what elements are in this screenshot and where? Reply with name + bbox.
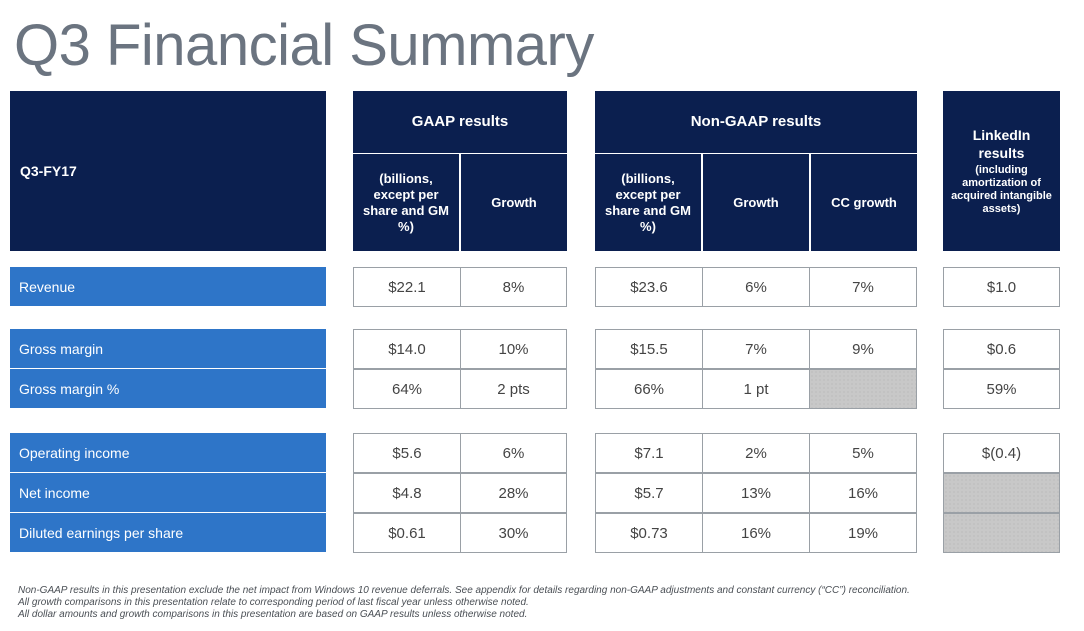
period-label: Q3-FY17 <box>20 163 77 179</box>
row-label: Operating income <box>10 433 326 472</box>
table-cell-ng-growth: 13% <box>702 473 810 513</box>
row-label: Diluted earnings per share <box>10 513 326 552</box>
table-cell-gaap-growth: 28% <box>460 473 567 513</box>
period-header: Q3-FY17 <box>10 91 326 251</box>
table-cell-linkedin: $0.6 <box>943 329 1060 369</box>
table-cell-gaap-growth: 2 pts <box>460 369 567 409</box>
row-label: Gross margin <box>10 329 326 368</box>
gaap-growth-subheader: Growth <box>461 154 567 251</box>
table-cell-linkedin: 59% <box>943 369 1060 409</box>
table-cell-ng-growth: 6% <box>702 267 810 307</box>
table-cell-gaap-growth: 30% <box>460 513 567 553</box>
linkedin-header: LinkedIn results (including amortization… <box>943 91 1060 251</box>
table-cell-gaap: 64% <box>353 369 461 409</box>
table-cell-ng-growth: 7% <box>702 329 810 369</box>
nongaap-cc-subheader: CC growth <box>811 154 917 251</box>
footnote: Non-GAAP results in this presentation ex… <box>18 585 910 596</box>
table-cell-ng-cc <box>809 369 917 409</box>
row-label: Gross margin % <box>10 369 326 408</box>
table-cell-ng: $0.73 <box>595 513 703 553</box>
nongaap-growth-subheader: Growth <box>703 154 809 251</box>
row-label: Revenue <box>10 267 326 306</box>
page-title: Q3 Financial Summary <box>14 13 594 78</box>
table-cell-gaap: $0.61 <box>353 513 461 553</box>
table-cell-linkedin: $1.0 <box>943 267 1060 307</box>
table-cell-gaap: $22.1 <box>353 267 461 307</box>
table-cell-ng-cc: 5% <box>809 433 917 473</box>
footnote: All growth comparisons in this presentat… <box>18 597 529 608</box>
table-cell-ng: $7.1 <box>595 433 703 473</box>
table-cell-ng-growth: 16% <box>702 513 810 553</box>
table-cell-ng-cc: 16% <box>809 473 917 513</box>
table-cell-gaap-growth: 10% <box>460 329 567 369</box>
table-cell-ng: 66% <box>595 369 703 409</box>
table-cell-ng-growth: 2% <box>702 433 810 473</box>
table-cell-linkedin: $(0.4) <box>943 433 1060 473</box>
nongaap-value-subheader: (billions, except per share and GM %) <box>595 154 701 251</box>
nongaap-group-header: Non-GAAP results <box>595 91 917 153</box>
footnote: All dollar amounts and growth comparison… <box>18 609 528 620</box>
table-cell-ng-cc: 19% <box>809 513 917 553</box>
table-cell-ng-growth: 1 pt <box>702 369 810 409</box>
table-cell-ng-cc: 7% <box>809 267 917 307</box>
row-label: Net income <box>10 473 326 512</box>
table-cell-ng: $5.7 <box>595 473 703 513</box>
table-cell-gaap-growth: 6% <box>460 433 567 473</box>
gaap-value-subheader: (billions, except per share and GM %) <box>353 154 459 251</box>
table-cell-gaap: $4.8 <box>353 473 461 513</box>
table-cell-gaap: $14.0 <box>353 329 461 369</box>
gaap-group-header: GAAP results <box>353 91 567 153</box>
table-cell-ng: $23.6 <box>595 267 703 307</box>
table-cell-gaap: $5.6 <box>353 433 461 473</box>
table-cell-linkedin <box>943 513 1060 553</box>
linkedin-title: LinkedIn results <box>972 127 1031 161</box>
footnotes: Non-GAAP results in this presentation ex… <box>18 585 910 621</box>
table-cell-linkedin <box>943 473 1060 513</box>
table-cell-ng-cc: 9% <box>809 329 917 369</box>
table-cell-gaap-growth: 8% <box>460 267 567 307</box>
linkedin-subtitle: (including amortization of acquired inta… <box>951 164 1052 215</box>
table-cell-ng: $15.5 <box>595 329 703 369</box>
